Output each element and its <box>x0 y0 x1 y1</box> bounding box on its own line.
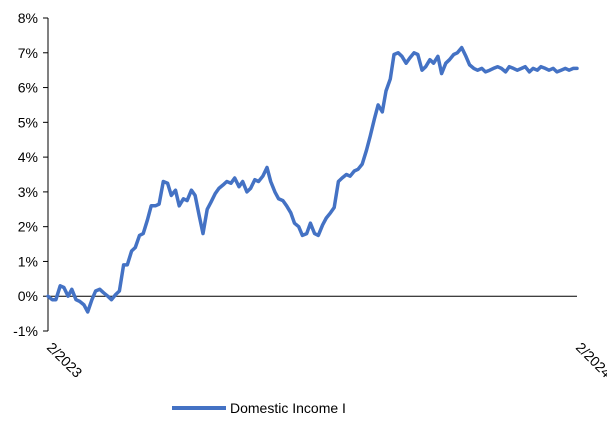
x-tick-label: 2/2024 <box>573 339 607 381</box>
plot-area <box>46 45 579 314</box>
y-tick-label: 7% <box>18 45 38 61</box>
y-tick-label: 2% <box>18 219 38 235</box>
y-tick-label: -1% <box>13 323 38 339</box>
y-tick-label: 4% <box>18 149 38 165</box>
y-tick-label: 3% <box>18 184 38 200</box>
y-tick-label: 0% <box>18 288 38 304</box>
y-tick-label: 1% <box>18 253 38 269</box>
legend-label: Domestic Income I <box>230 400 346 416</box>
y-tick-label: 5% <box>18 114 38 130</box>
legend: Domestic Income I <box>172 400 346 416</box>
series-line <box>46 45 579 314</box>
y-tick-label: 8% <box>18 10 38 26</box>
x-tick-label: 2/2023 <box>44 339 86 381</box>
y-axis: -1% 0% 1% 2% 3% 4% 5% 6% 7% 8% <box>13 10 49 339</box>
y-tick-label: 6% <box>18 80 38 96</box>
x-axis: 2/2023 2/2024 <box>44 295 607 381</box>
